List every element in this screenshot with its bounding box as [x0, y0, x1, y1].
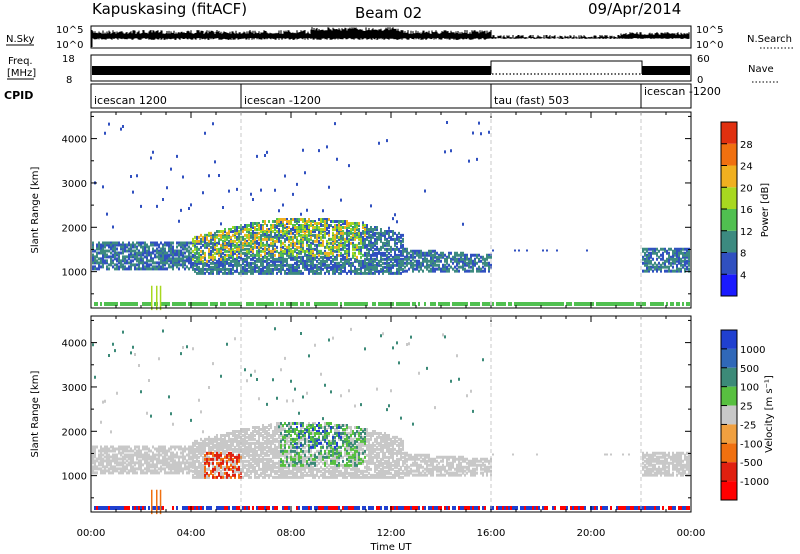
velocity-colorbar-label: Velocity [m s⁻¹]: [764, 375, 775, 453]
beam-title: Beam 02: [355, 4, 422, 22]
power-panel: 1000 2000 3000 4000 Slant Range [km] 4 8 12 16…: [30, 111, 771, 311]
colorbar-tick-label: 24: [740, 162, 753, 173]
x-tick-label: 16:00: [477, 528, 506, 539]
station-title: Kapuskasing (fitACF): [92, 0, 247, 18]
colorbar-tick-label: 28: [740, 140, 753, 151]
noise-left-tick-bottom: 10^0: [56, 40, 83, 51]
cpid-segment-3: icescan -1200: [644, 85, 721, 98]
x-tick-label: 00:00: [677, 528, 706, 539]
colorbar-tick-label: 25: [740, 402, 753, 413]
colorbar-tick-label: 16: [740, 205, 753, 216]
freq-right-label: Nave: [748, 64, 774, 75]
y-tick-label: 1000: [62, 268, 87, 279]
x-tick-label: 00:00: [77, 528, 106, 539]
noise-left-label: N.Sky: [6, 34, 34, 45]
noise-right-tick-top: 10^5: [696, 25, 723, 36]
colorbar-swatch: [721, 143, 737, 166]
colorbar-swatch: [721, 187, 737, 209]
freq-left-tick-top: 18: [62, 54, 75, 65]
echo-cells: [196, 218, 366, 263]
noise-panel: N.Sky 10^5 10^0 10^5 10^0 N.Search: [6, 25, 795, 51]
velocity-ylabel: Slant Range [km]: [30, 370, 41, 457]
cpid-label: CPID: [4, 89, 33, 102]
colorbar-tick-label: -25: [740, 420, 756, 431]
y-tick-label: 3000: [62, 383, 87, 394]
cpid-panel: CPID icescan 1200 icescan -1200 tau (fast)…: [4, 83, 721, 109]
power-colorbar-label: Power [dB]: [760, 183, 771, 238]
echo-cells: [151, 451, 242, 515]
y-tick-label: 4000: [62, 135, 87, 146]
noise-right-label: N.Search: [747, 34, 792, 45]
freq-left-tick-bottom: 8: [66, 75, 72, 86]
colorbar-tick-label: 20: [740, 183, 753, 194]
colorbar-tick-label: 8: [740, 249, 746, 260]
colorbar-swatch: [721, 274, 737, 296]
freq-right-tick-bottom: 0: [697, 75, 703, 86]
colorbar-swatch: [721, 252, 737, 275]
freq-right-tick-top: 60: [697, 54, 710, 65]
freq-trace: [92, 60, 690, 75]
noise-left-tick-top: 10^5: [56, 25, 83, 36]
y-tick-label: 2000: [62, 223, 87, 234]
colorbar-swatch: [721, 481, 737, 500]
echo-cells: [96, 506, 690, 510]
freq-panel: Freq. [MHz] 18 8 60 0 Nave: [7, 54, 780, 86]
colorbar-swatch: [721, 386, 737, 406]
x-axis-label: Time UT: [369, 542, 412, 553]
colorbar-swatch: [721, 367, 737, 387]
y-tick-label: 2000: [62, 427, 87, 438]
colorbar-tick-label: 1000: [740, 345, 765, 356]
colorbar-tick-label: 12: [740, 227, 753, 238]
colorbar-swatch: [721, 209, 737, 231]
cpid-segment-1: icescan -1200: [244, 94, 321, 107]
colorbar-tick-label: 100: [740, 383, 759, 394]
power-ylabel: Slant Range [km]: [30, 166, 41, 253]
echo-cells: [204, 451, 242, 479]
colorbar-swatch: [721, 230, 737, 253]
noise-right-tick-bottom: 10^0: [696, 40, 723, 51]
x-tick-label: 20:00: [577, 528, 606, 539]
colorbar-tick-label: 4: [740, 270, 746, 281]
colorbar-swatch: [721, 424, 737, 444]
cpid-segment-0: icescan 1200: [94, 94, 167, 107]
colorbar-tick-label: 500: [740, 364, 759, 375]
colorbar-swatch: [721, 443, 737, 463]
colorbar-swatch: [721, 462, 737, 482]
colorbar-swatch: [721, 122, 737, 144]
colorbar-swatch: [721, 165, 737, 188]
colorbar-swatch: [721, 330, 737, 349]
cpid-segment-2: tau (fast) 503: [494, 94, 569, 107]
velocity-panel: 1000 2000 3000 4000 Slant Range [km] 1000 50…: [30, 315, 775, 515]
date-title: 09/Apr/2014: [588, 0, 681, 18]
x-tick-label: 12:00: [377, 528, 406, 539]
freq-left-label-1: Freq.: [8, 56, 33, 67]
x-tick-label: 04:00: [177, 528, 206, 539]
freq-left-label-2: [MHz]: [7, 68, 36, 79]
echo-cells: [92, 327, 690, 479]
x-tick-label: 08:00: [277, 528, 306, 539]
colorbar-tick-label: -100: [740, 439, 763, 450]
y-tick-label: 4000: [62, 339, 87, 350]
colorbar-swatch: [721, 405, 737, 425]
echo-cells: [92, 218, 690, 275]
y-tick-label: 3000: [62, 179, 87, 190]
colorbar-tick-label: -500: [740, 458, 763, 469]
colorbar-swatch: [721, 348, 737, 368]
y-tick-label: 1000: [62, 472, 87, 483]
noise-trace: [91, 27, 690, 47]
echo-cells: [280, 422, 366, 467]
colorbar-tick-label: -1000: [740, 477, 769, 488]
echo-cells: [151, 218, 366, 311]
